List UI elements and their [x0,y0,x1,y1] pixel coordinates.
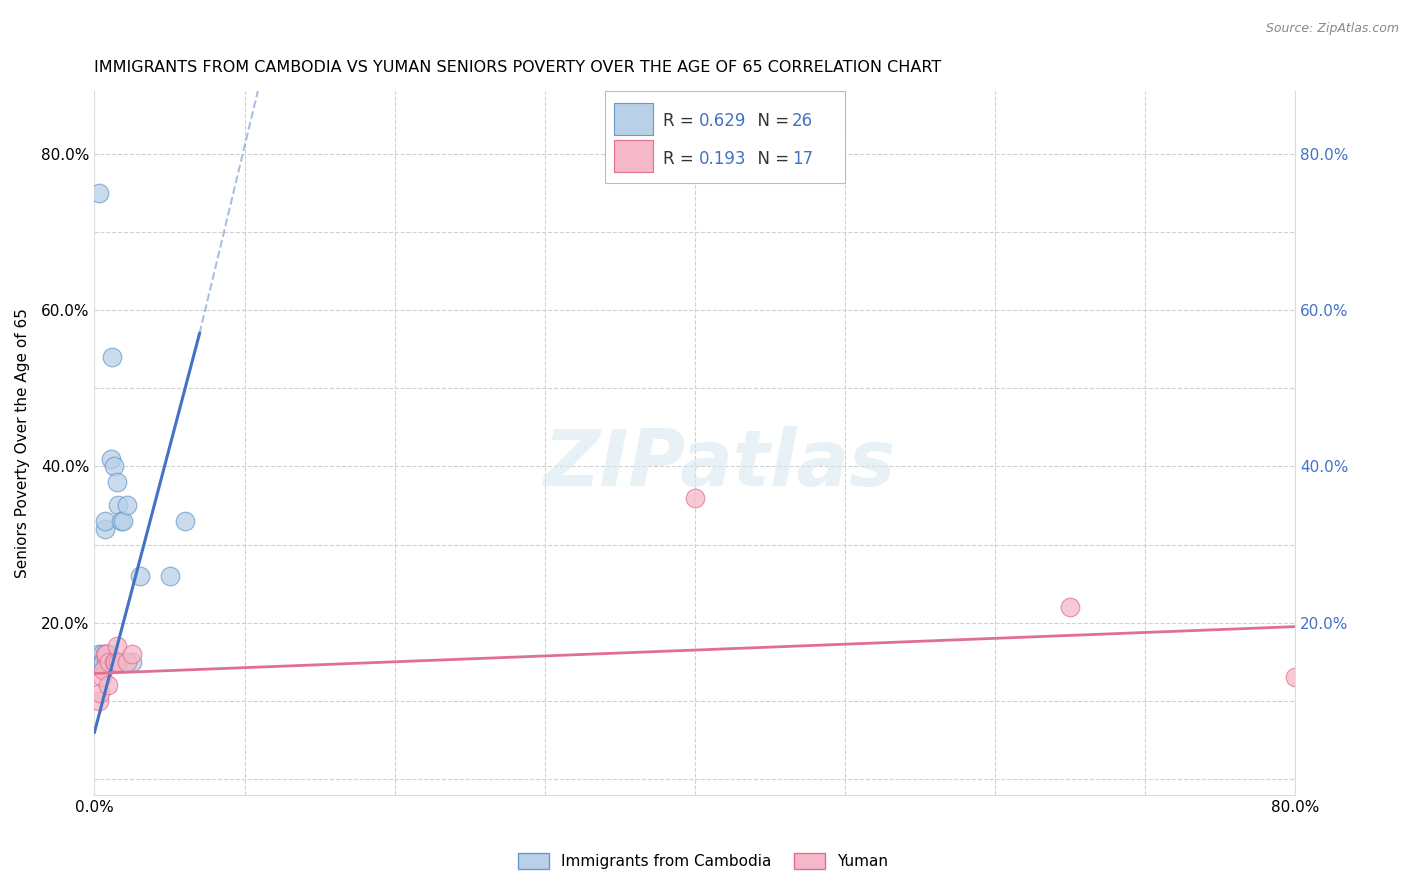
Point [93,655,115,669]
Point [128,568,150,582]
Point [91,655,114,669]
Point [94,514,117,528]
Point [98,655,121,669]
Point [1059,600,1081,615]
Point [111,514,134,528]
Point [1284,670,1306,684]
Text: IMMIGRANTS FROM CAMBODIA VS YUMAN SENIORS POVERTY OVER THE AGE OF 65 CORRELATION: IMMIGRANTS FROM CAMBODIA VS YUMAN SENIOR… [94,60,942,75]
Point [107,499,129,513]
Point [683,491,706,505]
FancyBboxPatch shape [605,91,845,183]
Point [98,647,121,661]
Point [87,655,110,669]
Point [103,655,125,669]
Point [105,639,128,653]
Point [100,451,122,466]
Point [87,694,110,708]
Text: 17: 17 [792,150,813,169]
Point [104,655,127,669]
Point [110,514,132,528]
Point [93,663,115,677]
Legend: Immigrants from Cambodia, Yuman: Immigrants from Cambodia, Yuman [512,847,894,875]
Point [96,647,118,661]
Point [117,499,139,513]
Point [107,655,129,669]
Point [89,655,111,669]
Point [96,655,118,669]
Point [117,655,139,669]
Point [104,655,127,669]
Point [121,655,143,669]
Point [87,186,110,200]
Text: 26: 26 [792,112,813,129]
Point [103,459,125,474]
Text: N =: N = [747,150,794,169]
Point [94,647,117,661]
Point [98,655,121,669]
Point [159,568,181,582]
Point [97,678,120,692]
Point [105,475,128,489]
Point [91,670,114,684]
Text: R =: R = [662,112,699,129]
Point [173,514,195,528]
Text: Source: ZipAtlas.com: Source: ZipAtlas.com [1265,22,1399,36]
Point [87,647,110,661]
Point [91,647,114,661]
FancyBboxPatch shape [614,103,652,135]
Text: R =: R = [662,150,699,169]
Point [101,350,124,364]
Text: 0.193: 0.193 [699,150,747,169]
Text: ZIPatlas: ZIPatlas [543,426,896,502]
Y-axis label: Seniors Poverty Over the Age of 65: Seniors Poverty Over the Age of 65 [15,308,30,578]
FancyBboxPatch shape [614,140,652,172]
Point [94,522,117,536]
Text: 0.629: 0.629 [699,112,747,129]
Point [121,647,143,661]
Point [96,647,118,661]
Text: N =: N = [747,112,794,129]
Point [89,686,111,700]
